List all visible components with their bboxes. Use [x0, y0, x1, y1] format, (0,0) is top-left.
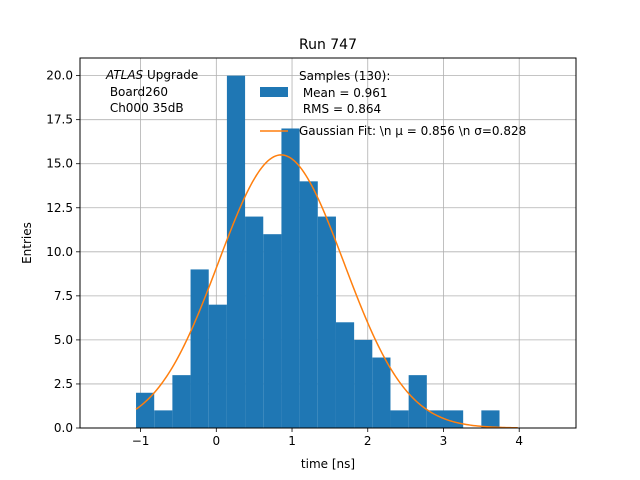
- histogram-bar-13: [372, 357, 391, 428]
- y-tick-label-2: 5.0: [54, 333, 73, 347]
- histogram-bar-2: [172, 375, 191, 428]
- histogram-bar-11: [335, 322, 355, 428]
- histogram-bar-10: [317, 216, 336, 428]
- x-tick-label-3: 2: [364, 434, 372, 448]
- svg-text:ATLAS Upgrade: ATLAS Upgrade: [105, 68, 198, 82]
- y-tick-label-6: 15.0: [46, 157, 73, 171]
- y-tick-label-8: 20.0: [46, 69, 73, 83]
- legend-samples-line3: RMS = 0.864: [299, 102, 381, 116]
- y-tick-label-3: 7.5: [54, 289, 73, 303]
- histogram-bar-8: [281, 128, 300, 428]
- histogram-bar-9: [299, 181, 318, 428]
- chart-title: Run 747: [299, 37, 357, 53]
- y-axis-ticks: 0.0 2.5 5.0 7.5 10.0 12.5 15.0 17.5 20.0: [46, 69, 80, 435]
- x-tick-label-0: −1: [132, 434, 150, 448]
- legend-samples-line2: Mean = 0.961: [299, 86, 388, 100]
- histogram-bar-6: [245, 216, 264, 428]
- y-tick-label-5: 12.5: [46, 201, 73, 215]
- x-tick-label-1: 0: [212, 434, 220, 448]
- histogram-bar-1: [154, 410, 173, 428]
- histogram-bar-5: [226, 75, 246, 428]
- y-tick-label-4: 10.0: [46, 245, 73, 259]
- histogram-bar-14: [390, 410, 409, 428]
- legend: Samples (130): Mean = 0.961 RMS = 0.864 …: [260, 69, 526, 138]
- legend-samples-line1: Samples (130):: [299, 69, 390, 83]
- histogram-bar-17: [444, 410, 464, 428]
- y-tick-label-1: 2.5: [54, 377, 73, 391]
- histogram-bar-16: [426, 410, 445, 428]
- x-axis-label: time [ns]: [301, 457, 355, 471]
- annotation-upgrade: Upgrade: [143, 68, 198, 82]
- y-axis-label: Entries: [20, 222, 34, 264]
- legend-samples-swatch: [260, 87, 288, 97]
- annotation-text: ATLAS Upgrade Board260 Ch000 35dB: [105, 68, 198, 115]
- histogram-bar-4: [208, 304, 227, 428]
- histogram-bar-19: [481, 410, 500, 428]
- annotation-board: Board260: [106, 85, 168, 99]
- y-tick-label-7: 17.5: [46, 113, 73, 127]
- annotation-channel: Ch000 35dB: [106, 101, 184, 115]
- histogram-bar-0: [136, 392, 155, 428]
- histogram-bar-12: [354, 339, 373, 428]
- x-tick-label-2: 1: [288, 434, 296, 448]
- histogram-bar-7: [263, 234, 282, 428]
- plot-frame: [79, 57, 577, 429]
- legend-fit-label: Gaussian Fit: \n μ = 0.856 \n σ=0.828: [299, 124, 526, 138]
- gaussian-fit-curve: [135, 154, 518, 429]
- annotation-atlas: ATLAS: [105, 68, 144, 82]
- x-tick-label-5: 4: [515, 434, 523, 448]
- y-tick-label-0: 0.0: [54, 421, 73, 435]
- x-axis-ticks: −1 0 1 2 3 4: [132, 428, 523, 448]
- histogram-bars: [136, 75, 500, 428]
- histogram-bar-3: [190, 269, 209, 428]
- x-tick-label-4: 3: [440, 434, 448, 448]
